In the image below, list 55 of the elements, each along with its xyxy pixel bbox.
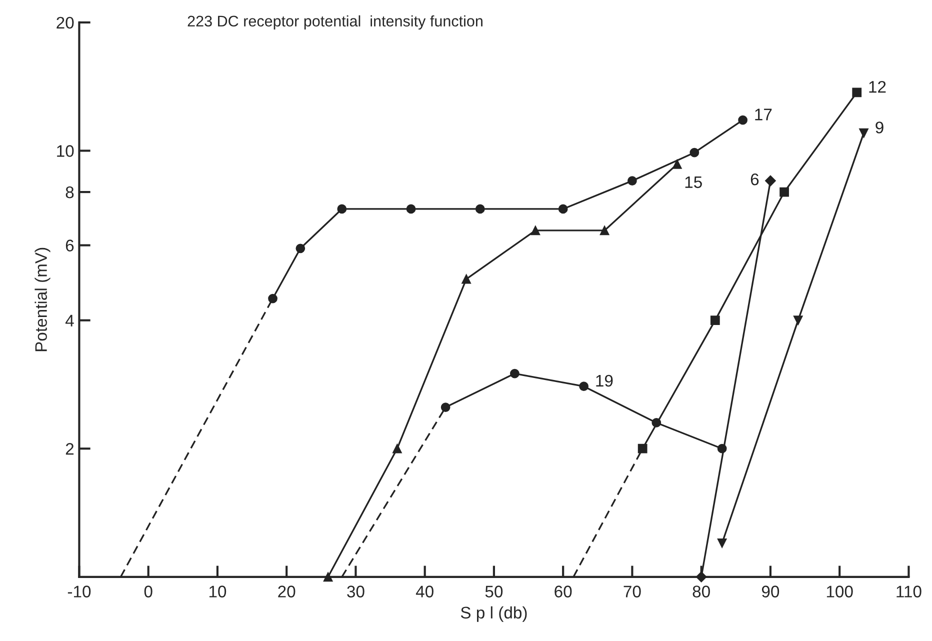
- x-tick-label: 70: [624, 586, 641, 598]
- point: [323, 572, 333, 582]
- point: [710, 316, 720, 326]
- point: [462, 274, 471, 284]
- x-tick-label: 100: [826, 586, 853, 598]
- point: [628, 176, 637, 186]
- point: [690, 148, 700, 158]
- x-tick-label: 10: [209, 586, 226, 598]
- y-tick-label: 4: [65, 314, 74, 326]
- x-tick-label: 60: [554, 586, 572, 598]
- x-tick-label: 20: [278, 586, 296, 598]
- y-axis-title: Potential (mV): [34, 248, 50, 352]
- point: [717, 538, 727, 548]
- annotation: 19: [596, 374, 613, 387]
- point: [406, 204, 416, 214]
- point: [510, 368, 520, 378]
- point: [440, 402, 450, 412]
- x-tick-label: 50: [485, 586, 503, 598]
- annotation: 17: [755, 108, 772, 120]
- point: [475, 204, 485, 214]
- x-tick-label: 30: [347, 586, 364, 598]
- point: [268, 294, 278, 304]
- y-tick-label: 2: [66, 443, 74, 455]
- chart-title: 223 DC receptor potential intensity function: [188, 15, 482, 30]
- x-tick-label: 110: [896, 586, 922, 598]
- y-tick-label: 8: [66, 186, 74, 198]
- point: [337, 204, 347, 214]
- point: [765, 175, 776, 186]
- annotation: 6: [750, 173, 759, 186]
- point: [530, 226, 540, 236]
- point: [793, 316, 803, 326]
- point: [672, 159, 682, 169]
- x-tick-label: 40: [416, 586, 434, 598]
- point: [579, 382, 589, 392]
- y-tick-label: 6: [66, 240, 74, 252]
- annotation: 15: [685, 176, 702, 188]
- x-axis-title: S p l (db): [460, 606, 527, 622]
- point: [638, 444, 648, 454]
- point: [852, 88, 862, 98]
- point: [296, 244, 306, 254]
- point: [780, 187, 789, 197]
- annotation: 12: [869, 80, 886, 93]
- x-tick-label: 0: [144, 586, 152, 598]
- point: [558, 204, 568, 214]
- x-tick-label: 90: [762, 586, 780, 598]
- point: [392, 444, 402, 454]
- point: [738, 115, 748, 125]
- x-tick-label: 80: [692, 586, 710, 598]
- y-tick-label: 20: [56, 16, 74, 29]
- point: [600, 226, 610, 236]
- y-tick-label: 10: [57, 145, 74, 157]
- annotation: 9: [876, 122, 884, 134]
- x-tick-label: -10: [68, 586, 91, 598]
- point: [859, 128, 868, 138]
- point: [696, 571, 707, 582]
